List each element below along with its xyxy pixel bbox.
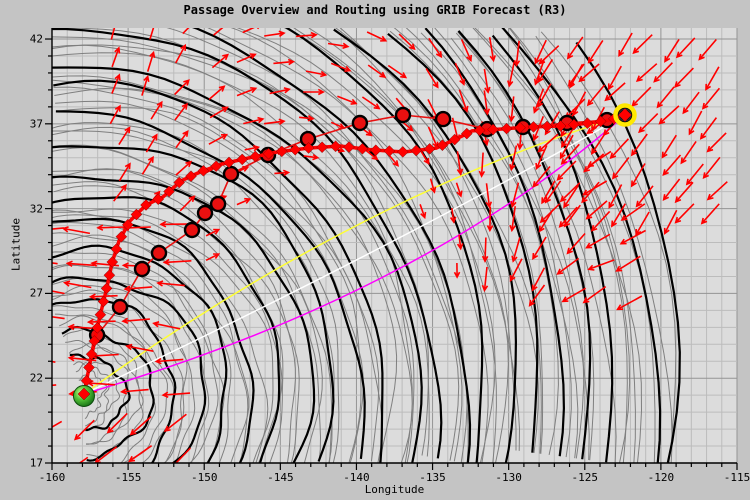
x-tick-label: -130 xyxy=(495,471,522,484)
great-circle-line xyxy=(83,114,626,395)
x-tick-label: -150 xyxy=(190,471,218,484)
x-tick-label: -125 xyxy=(571,471,599,484)
y-tick-label: 27 xyxy=(29,286,43,300)
y-tick-label: 42 xyxy=(29,32,43,46)
x-tick-label: -115 xyxy=(723,471,750,484)
y-tick-label: 32 xyxy=(29,202,43,216)
x-tick-label: -140 xyxy=(343,471,370,484)
x-tick-label: -135 xyxy=(419,471,446,484)
y-tick-label: 22 xyxy=(29,371,43,385)
y-tick-label: 17 xyxy=(29,456,43,470)
x-tick-label: -155 xyxy=(114,471,142,484)
y-axis-title: Latitude xyxy=(9,218,23,271)
chart-title: Passage Overview and Routing using GRIB … xyxy=(183,3,567,17)
reference-line-white xyxy=(83,114,626,395)
isochrone-lines xyxy=(52,28,681,463)
start-marker xyxy=(72,384,95,407)
axes xyxy=(45,28,738,470)
destination-marker xyxy=(613,103,637,127)
rhumb-line xyxy=(83,114,626,395)
x-tick-label: -120 xyxy=(647,471,675,484)
x-axis-title: Longitude xyxy=(364,483,425,496)
x-tick-label: -145 xyxy=(267,471,294,484)
y-tick-label: 37 xyxy=(29,117,43,131)
x-tick-label: -160 xyxy=(38,471,66,484)
